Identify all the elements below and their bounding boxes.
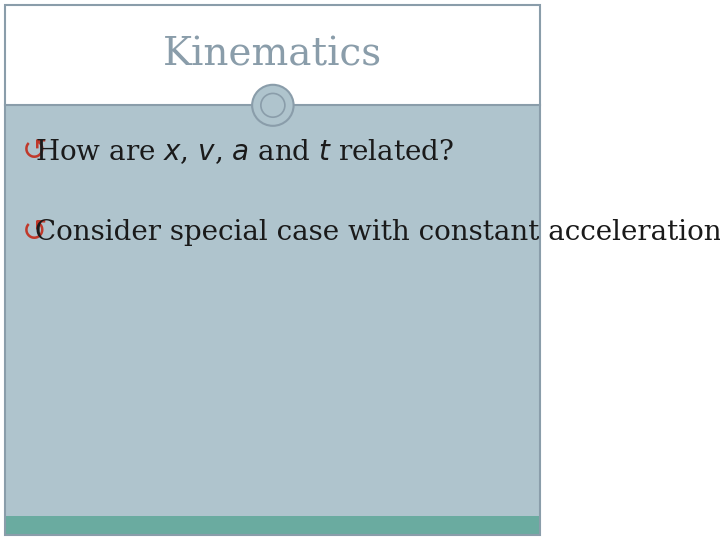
Circle shape — [261, 93, 285, 117]
Text: Kinematics: Kinematics — [163, 37, 382, 74]
Text: Consider special case with constant acceleration:: Consider special case with constant acce… — [35, 219, 720, 246]
Text: ↺: ↺ — [22, 218, 48, 247]
FancyBboxPatch shape — [6, 105, 540, 535]
FancyBboxPatch shape — [6, 5, 540, 105]
FancyBboxPatch shape — [6, 516, 540, 535]
Circle shape — [252, 85, 294, 126]
Text: ↺: ↺ — [22, 137, 48, 166]
Text: How are $x$, $v$, $a$ and $t$ related?: How are $x$, $v$, $a$ and $t$ related? — [35, 137, 454, 166]
